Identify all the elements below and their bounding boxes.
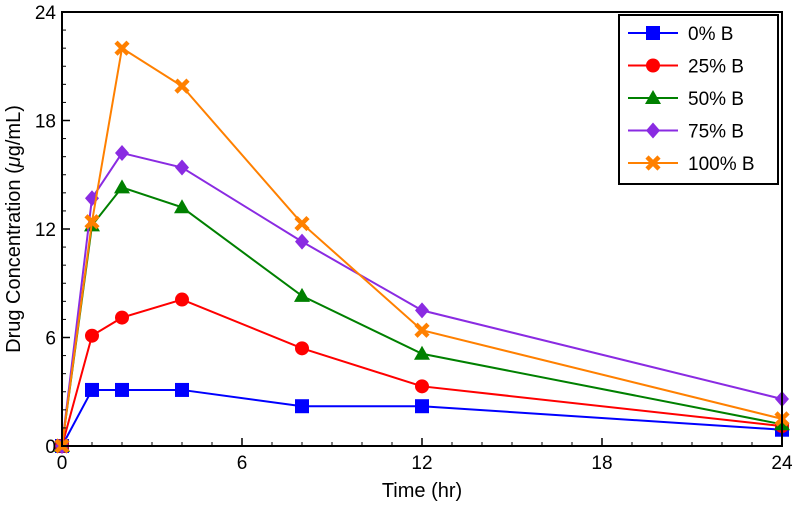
- data-point: [114, 179, 130, 194]
- data-point: [294, 215, 310, 232]
- data-point: [414, 345, 430, 360]
- data-point: [84, 214, 100, 230]
- data-point: [85, 328, 99, 343]
- legend-marker: [646, 58, 660, 73]
- legend-label: 100% B: [688, 154, 755, 175]
- y-axis-title-mu: μ: [3, 156, 25, 168]
- data-point: [115, 382, 129, 397]
- axes: 0 6 12 18 24 0 6 12 18 24: [35, 3, 793, 474]
- y-axis-title: Drug Concentration (μg/mL): [3, 105, 25, 353]
- x-tick-label: 12: [411, 453, 432, 474]
- legend: 0% B 25% B 50% B 75% B 100% B: [618, 14, 779, 185]
- data-point: [295, 341, 309, 356]
- data-point: [414, 322, 430, 338]
- legend-marker: [645, 90, 661, 104]
- legend-label: 0% B: [688, 24, 733, 45]
- data-point: [415, 302, 429, 319]
- data-point: [295, 233, 309, 250]
- y-tick-label: 18: [35, 112, 56, 133]
- x-tick-label: 6: [237, 453, 248, 474]
- y-tick-label: 0: [45, 437, 56, 458]
- data-point: [175, 382, 189, 397]
- legend-marker: [645, 155, 661, 171]
- series-line: [61, 388, 783, 447]
- legend-item: 75% B: [628, 122, 744, 143]
- data-point: [175, 159, 189, 176]
- data-point: [114, 40, 130, 56]
- data-point: [115, 310, 129, 325]
- data-point: [85, 382, 99, 397]
- y-axis-title-prefix: Drug Concentration (: [3, 167, 25, 353]
- y-axis-title-suffix: g/mL): [3, 105, 25, 156]
- data-point: [415, 399, 429, 414]
- data-point: [415, 379, 429, 394]
- x-axis-title: Time (hr): [382, 480, 462, 502]
- y-tick-label: 6: [45, 329, 56, 350]
- legend-item: 0% B: [628, 24, 733, 45]
- data-point: [294, 287, 310, 302]
- x-tick-label: 18: [591, 453, 612, 474]
- data-point: [174, 78, 190, 94]
- legend-marker: [646, 122, 660, 139]
- series-3: [55, 145, 789, 454]
- plot-marks: [54, 40, 790, 454]
- legend-box: [618, 14, 779, 185]
- data-point: [115, 145, 129, 162]
- legend-marker: [646, 26, 660, 40]
- x-tick-label: 0: [57, 453, 68, 474]
- x-tick-label: 24: [771, 453, 793, 474]
- legend-label: 75% B: [688, 122, 744, 143]
- legend-item: 50% B: [628, 89, 744, 110]
- data-point: [174, 199, 190, 214]
- y-tick-label: 12: [35, 220, 56, 241]
- legend-label: 50% B: [688, 89, 744, 110]
- y-tick-label: 24: [35, 3, 57, 24]
- data-point: [295, 399, 309, 414]
- legend-item: 25% B: [628, 57, 744, 78]
- legend-item: 100% B: [628, 154, 755, 175]
- data-point: [175, 292, 189, 307]
- legend-label: 25% B: [688, 57, 744, 78]
